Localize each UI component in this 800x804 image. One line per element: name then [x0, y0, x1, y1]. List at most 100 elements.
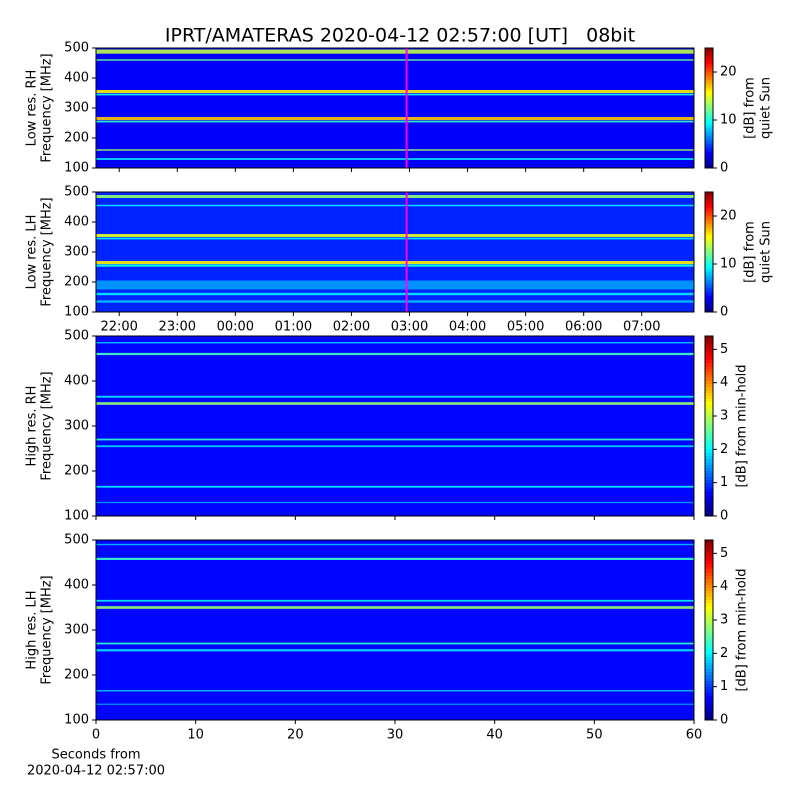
colorbar-step: [705, 360, 713, 364]
colorbar-step: [705, 345, 713, 349]
colorbar-step: [705, 294, 713, 297]
colorbar-step: [705, 375, 713, 379]
x-tick-label: 22:00: [100, 320, 137, 335]
x-tick-label: 23:00: [159, 320, 196, 335]
colorbar-step: [705, 612, 713, 616]
colorbar-step: [705, 158, 713, 161]
band: [96, 292, 694, 296]
x-tick-label: 03:00: [391, 320, 428, 335]
figure-title: IPRT/AMATERAS 2020-04-12 02:57:00 [UT] 0…: [165, 25, 635, 47]
band: [96, 93, 694, 96]
colorbar-step: [705, 441, 713, 445]
band: [96, 543, 694, 546]
colorbar-step: [705, 639, 713, 643]
band: [96, 120, 694, 123]
colorbar-step: [705, 378, 713, 382]
colorbar-step: [705, 429, 713, 433]
band: [96, 234, 694, 237]
colorbar-step: [705, 684, 713, 688]
colorbar-step: [705, 462, 713, 466]
y-tick-label: 300: [64, 419, 89, 434]
colorbar-tick-label: 10: [720, 257, 737, 272]
colorbar-step: [705, 234, 713, 237]
x-tick-label: 20: [287, 728, 304, 743]
band: [96, 237, 694, 240]
band: [96, 485, 694, 488]
colorbar-step: [705, 206, 713, 209]
colorbar-step: [705, 112, 713, 115]
colorbar-step: [705, 591, 713, 595]
x-tick-label: 10: [187, 728, 204, 743]
colorbar-step: [705, 492, 713, 496]
colorbar-step: [705, 310, 713, 313]
band: [96, 395, 694, 398]
colorbar-step: [705, 102, 713, 105]
y-tick-label: 300: [64, 101, 89, 116]
colorbar-step: [705, 214, 713, 217]
colorbar-step: [705, 480, 713, 484]
y-tick-label: 500: [64, 329, 89, 344]
colorbar-step: [705, 86, 713, 89]
y-axis-label: Frequency [MHz]: [40, 197, 55, 306]
colorbar-step: [705, 152, 713, 155]
colorbar-step: [705, 585, 713, 589]
colorbar-step: [705, 645, 713, 649]
colorbar-step: [705, 240, 713, 243]
colorbar-tick-label: 0: [720, 509, 728, 524]
colorbar-step: [705, 196, 713, 199]
x-tick-label: 04:00: [449, 320, 486, 335]
colorbar-tick-label: 20: [720, 209, 737, 224]
colorbar-step: [705, 140, 713, 143]
colorbar-step: [705, 714, 713, 718]
colorbar-step: [705, 200, 713, 203]
y-tick-label: 300: [64, 623, 89, 638]
colorbar-step: [705, 588, 713, 592]
colorbar-step: [705, 651, 713, 655]
colorbar-step: [705, 104, 713, 107]
colorbar-step: [705, 411, 713, 415]
colorbar-step: [705, 208, 713, 211]
colorbar-step: [705, 60, 713, 63]
y-axis-label: High res. RH: [25, 386, 40, 467]
colorbar-step: [705, 156, 713, 159]
colorbar-step: [705, 711, 713, 715]
colorbar-step: [705, 220, 713, 223]
colorbar-step: [705, 272, 713, 275]
x-tick-label: 06:00: [565, 320, 602, 335]
colorbar-step: [705, 363, 713, 367]
colorbar-step: [705, 573, 713, 577]
y-tick-label: 100: [64, 161, 89, 176]
colorbar-step: [705, 687, 713, 691]
colorbar-step: [705, 248, 713, 251]
colorbar-step: [705, 278, 713, 281]
colorbar-step: [705, 351, 713, 355]
colorbar-step: [705, 292, 713, 295]
colorbar-tick-label: 1: [720, 679, 728, 694]
colorbar-step: [705, 138, 713, 141]
colorbar-step: [705, 459, 713, 463]
colorbar-step: [705, 258, 713, 261]
colorbar-tick-label: 3: [720, 409, 728, 424]
colorbar-step: [705, 94, 713, 97]
colorbar-step: [705, 150, 713, 153]
colorbar-step: [705, 567, 713, 571]
band: [96, 690, 694, 692]
colorbar-step: [705, 98, 713, 101]
colorbar-step: [705, 468, 713, 472]
colorbar-step: [705, 276, 713, 279]
colorbar-step: [705, 124, 713, 127]
colorbar-tick-label: 10: [720, 113, 737, 128]
y-tick-label: 200: [64, 464, 89, 479]
colorbar-step: [705, 160, 713, 163]
colorbar-step: [705, 507, 713, 511]
colorbar-step: [705, 302, 713, 305]
colorbar-step: [705, 110, 713, 113]
colorbar-step: [705, 58, 713, 61]
colorbar-tick-label: 5: [720, 342, 728, 357]
colorbar-step: [705, 393, 713, 397]
colorbar-step: [705, 513, 713, 517]
colorbar-step: [705, 471, 713, 475]
colorbar-step: [705, 582, 713, 586]
colorbar-step: [705, 372, 713, 376]
colorbar-step: [705, 116, 713, 119]
